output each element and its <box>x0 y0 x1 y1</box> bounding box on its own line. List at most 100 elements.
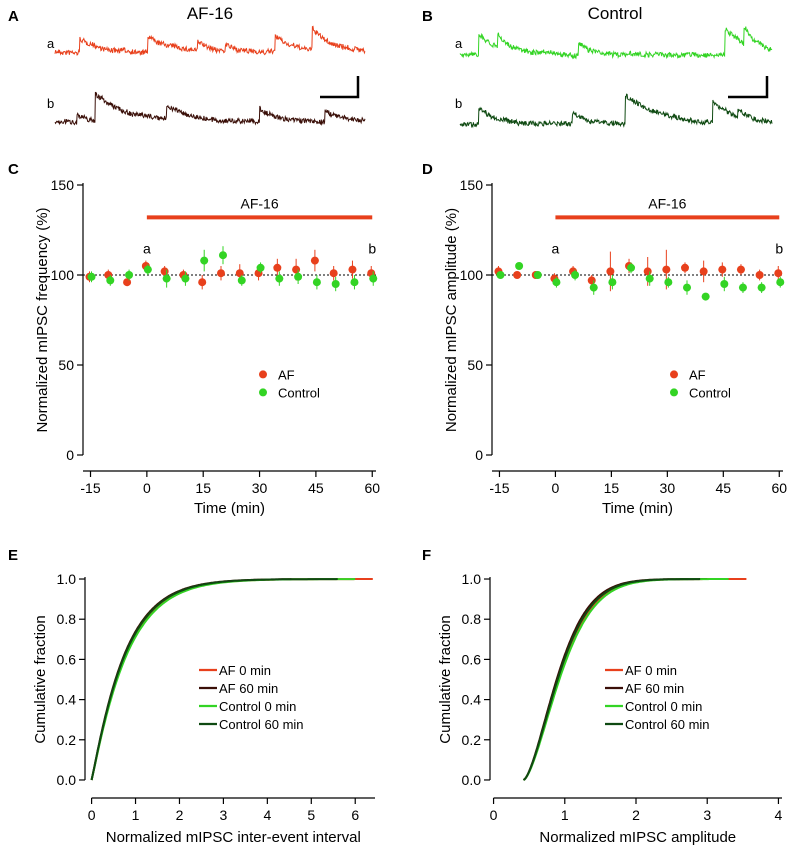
y-tick-label: 0.0 <box>462 772 482 788</box>
y-tick-label: 150 <box>51 177 75 193</box>
point-control <box>294 272 303 281</box>
y-tick-label: 0 <box>66 447 74 463</box>
y-tick-label: 1.0 <box>57 571 77 587</box>
x-tick-label: 3 <box>220 807 228 823</box>
x-axis-label: Normalized mIPSC inter-event interval <box>106 829 361 846</box>
point-control <box>218 251 227 260</box>
point-af <box>662 265 671 274</box>
panel-label-e: E <box>8 547 18 564</box>
trace-af-a <box>54 25 366 56</box>
x-tick-label: 1 <box>561 807 569 823</box>
trace-label-b-control: b <box>455 96 462 111</box>
drug-bar-label: AF-16 <box>648 195 686 211</box>
trace-control-a <box>459 26 773 60</box>
point-control <box>683 283 691 292</box>
point-af <box>699 267 708 276</box>
x-tick-label: 0 <box>552 480 560 496</box>
mark-b: b <box>368 240 376 256</box>
panel-label-d: D <box>422 161 433 178</box>
point-af <box>736 265 745 274</box>
x-tick-label: -15 <box>489 480 509 496</box>
cdf-curve-af-60-min <box>90 578 292 781</box>
y-tick-label: 100 <box>460 267 484 283</box>
point-control <box>369 274 378 283</box>
point-control <box>312 278 321 287</box>
point-control <box>571 271 580 279</box>
legend-label-3: Control 60 min <box>219 717 304 732</box>
x-tick-label: 0 <box>143 480 151 496</box>
point-af <box>755 271 764 279</box>
point-af <box>774 269 783 278</box>
y-tick-label: 0.6 <box>57 651 77 667</box>
trace-label-b-af: b <box>47 96 54 111</box>
panel-label-f: F <box>422 547 431 564</box>
legend-label-af: AF <box>689 367 706 382</box>
legend-label-1: AF 60 min <box>219 681 278 696</box>
y-tick-label: 100 <box>51 267 75 283</box>
point-control <box>87 272 96 281</box>
point-control <box>350 278 359 287</box>
point-af <box>681 263 689 272</box>
point-control <box>162 274 171 283</box>
point-control <box>552 278 561 287</box>
trace-label-a-af: a <box>47 36 55 51</box>
point-control <box>143 265 152 274</box>
x-tick-label: 2 <box>632 807 640 823</box>
point-af <box>160 267 169 276</box>
mark-a: a <box>143 240 151 256</box>
cdf-curve-af-60-min <box>522 578 708 781</box>
mark-a: a <box>552 240 560 256</box>
x-tick-label: 60 <box>771 480 787 496</box>
trace-af-b <box>54 91 366 126</box>
x-tick-label: 2 <box>176 807 184 823</box>
point-control <box>627 263 636 272</box>
mark-b: b <box>775 240 783 256</box>
point-control <box>533 271 542 279</box>
point-control <box>125 271 134 279</box>
y-tick-label: 0.4 <box>57 692 77 708</box>
panel-label-b: B <box>422 8 433 25</box>
y-tick-label: 150 <box>460 177 484 193</box>
point-control <box>608 278 617 287</box>
x-axis-label: Time (min) <box>602 500 673 517</box>
point-af <box>513 271 522 279</box>
point-control <box>181 274 190 283</box>
point-control <box>256 263 265 272</box>
x-tick-label: 6 <box>351 807 359 823</box>
x-tick-label: 30 <box>660 480 676 496</box>
legend-marker-control <box>259 388 267 397</box>
x-tick-label: 4 <box>775 807 783 823</box>
point-control <box>701 292 710 301</box>
x-tick-label: 45 <box>716 480 732 496</box>
legend-label-0: AF 0 min <box>219 663 271 678</box>
panel-label-c: C <box>8 161 19 178</box>
x-tick-label: 5 <box>307 807 315 823</box>
x-axis-label: Time (min) <box>194 500 265 517</box>
point-af <box>348 265 357 274</box>
point-af <box>123 278 132 287</box>
point-af <box>587 276 596 285</box>
y-axis-label: Normalized mIPSC amplitude (%) <box>443 208 460 432</box>
point-af <box>273 263 282 272</box>
drug-bar-label: AF-16 <box>240 195 278 211</box>
point-af <box>718 265 727 274</box>
y-tick-label: 50 <box>467 357 483 373</box>
point-control <box>275 274 284 283</box>
point-control <box>738 283 747 292</box>
y-tick-label: 0.2 <box>57 732 77 748</box>
legend-label-1: AF 60 min <box>625 681 684 696</box>
y-axis-label: Cumulative fraction <box>437 615 454 743</box>
y-tick-label: 0 <box>475 447 483 463</box>
x-tick-label: 3 <box>703 807 711 823</box>
point-control <box>496 271 505 279</box>
point-control <box>664 278 673 287</box>
legend-label-control: Control <box>278 385 320 400</box>
point-af <box>198 278 207 287</box>
x-tick-label: 15 <box>604 480 620 496</box>
trace-control-b <box>459 93 773 129</box>
legend-marker-af <box>259 370 267 379</box>
x-tick-label: 30 <box>252 480 268 496</box>
x-axis-label: Normalized mIPSC amplitude <box>539 829 736 846</box>
legend-label-0: AF 0 min <box>625 663 677 678</box>
